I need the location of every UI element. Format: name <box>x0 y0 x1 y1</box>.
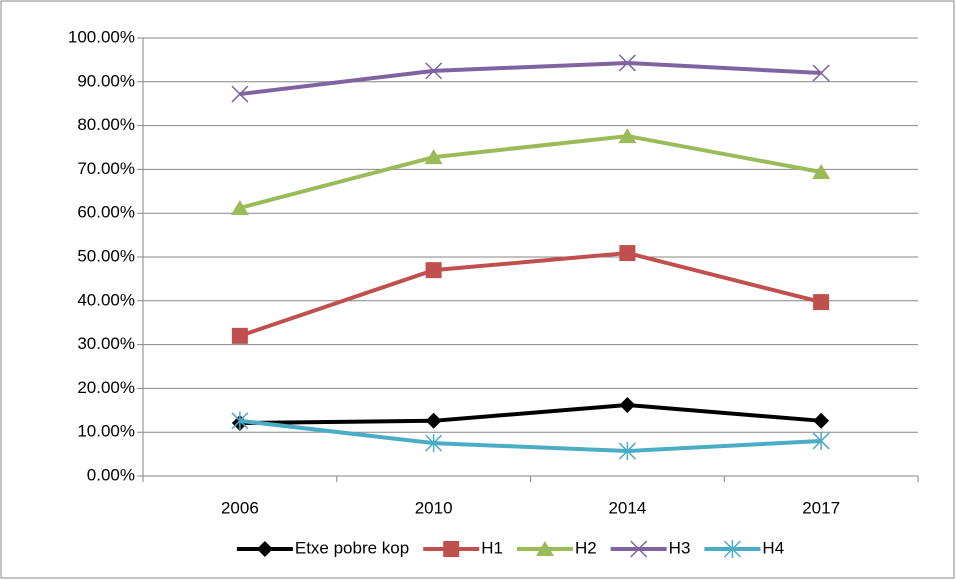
legend-label: Etxe pobre kop <box>295 538 409 557</box>
marker <box>813 294 830 311</box>
marker <box>618 442 636 461</box>
marker <box>231 411 249 430</box>
marker <box>425 262 442 279</box>
marker <box>425 412 442 429</box>
legend-marker <box>443 541 460 557</box>
series-line <box>239 134 822 210</box>
y-tick-label: 90.00% <box>77 71 135 90</box>
marker <box>812 431 830 450</box>
y-tick-label: 80.00% <box>77 115 135 134</box>
y-tick-label: 0.00% <box>87 465 135 484</box>
legend-marker <box>630 540 648 558</box>
y-tick-label: 50.00% <box>77 246 135 265</box>
x-tick-label: 2006 <box>221 498 259 517</box>
series-line <box>239 60 822 97</box>
x-tick-label: 2010 <box>415 498 453 517</box>
marker <box>230 199 249 215</box>
marker <box>812 64 830 82</box>
y-tick-label: 60.00% <box>77 203 135 222</box>
series-line <box>239 403 822 426</box>
y-tick-label: 10.00% <box>77 422 135 441</box>
marker <box>812 164 831 180</box>
marker <box>618 54 636 72</box>
x-tick-label: 2017 <box>802 498 840 517</box>
marker <box>231 85 249 103</box>
marker <box>424 149 443 165</box>
legend-marker <box>535 541 554 556</box>
legend: Etxe pobre kop H1 H2 H3 H4 <box>236 538 784 558</box>
legend-marker <box>723 540 741 558</box>
legend-label: H3 <box>669 538 691 557</box>
series-line <box>239 251 822 338</box>
y-tick-label: 30.00% <box>77 334 135 353</box>
legend-label: H1 <box>481 538 503 557</box>
y-tick-label: 70.00% <box>77 159 135 178</box>
marker <box>813 412 830 429</box>
y-tick-label: 40.00% <box>77 290 135 309</box>
marker <box>425 434 443 453</box>
y-tick-label: 100.00% <box>68 27 135 46</box>
marker <box>425 62 443 80</box>
y-tick-label: 20.00% <box>77 378 135 397</box>
marker <box>619 397 636 414</box>
x-tick-label: 2014 <box>608 498 646 517</box>
series-line <box>239 418 822 454</box>
legend-label: H4 <box>762 538 784 557</box>
marker <box>619 245 636 262</box>
legend-label: H2 <box>575 538 597 557</box>
marker <box>231 327 248 344</box>
marker <box>618 128 637 144</box>
legend-marker <box>256 541 273 557</box>
